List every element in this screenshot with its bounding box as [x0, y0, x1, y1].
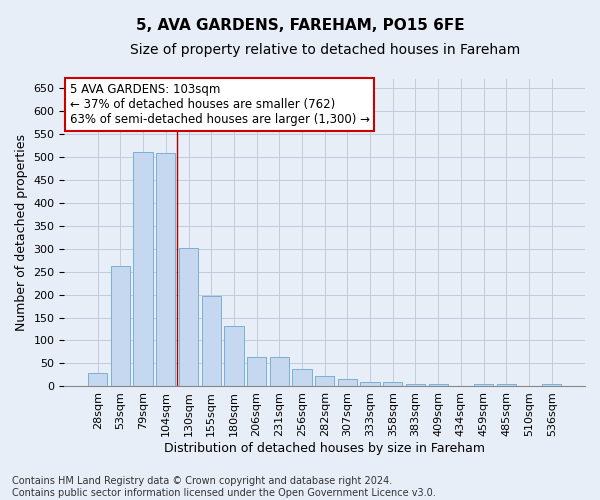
Bar	[497, 384, 516, 386]
Text: 5, AVA GARDENS, FAREHAM, PO15 6FE: 5, AVA GARDENS, FAREHAM, PO15 6FE	[136, 18, 464, 32]
Title: Size of property relative to detached houses in Fareham: Size of property relative to detached ho…	[130, 42, 520, 56]
Bar	[542, 384, 562, 386]
Bar	[111, 266, 130, 386]
Bar	[269, 356, 289, 386]
X-axis label: Distribution of detached houses by size in Fareham: Distribution of detached houses by size …	[164, 442, 485, 455]
Bar	[428, 384, 448, 386]
Bar	[315, 376, 334, 386]
Bar	[474, 384, 493, 386]
Bar	[361, 382, 380, 386]
Y-axis label: Number of detached properties: Number of detached properties	[15, 134, 28, 331]
Bar	[383, 382, 403, 386]
Bar	[156, 153, 175, 386]
Bar	[338, 379, 357, 386]
Text: 5 AVA GARDENS: 103sqm
← 37% of detached houses are smaller (762)
63% of semi-det: 5 AVA GARDENS: 103sqm ← 37% of detached …	[70, 83, 370, 126]
Bar	[179, 248, 198, 386]
Bar	[292, 369, 311, 386]
Bar	[202, 296, 221, 386]
Bar	[133, 152, 153, 386]
Text: Contains HM Land Registry data © Crown copyright and database right 2024.
Contai: Contains HM Land Registry data © Crown c…	[12, 476, 436, 498]
Bar	[406, 384, 425, 386]
Bar	[247, 356, 266, 386]
Bar	[88, 372, 107, 386]
Bar	[224, 326, 244, 386]
